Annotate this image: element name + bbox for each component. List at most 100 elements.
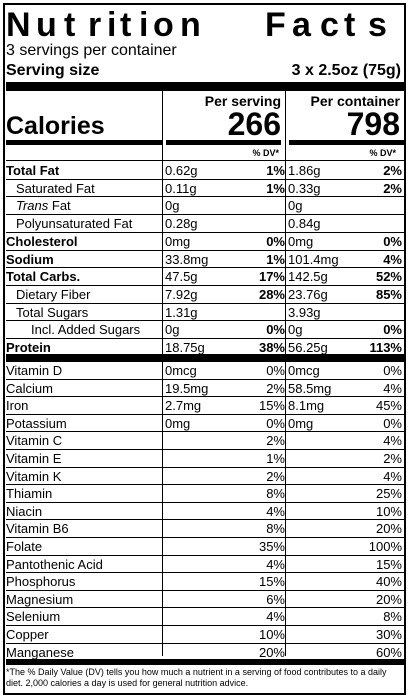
nutrient-row: Polyunsaturated Fat 0.28g 0.84g	[6, 215, 404, 233]
nutrient-row: Magnesium 6% 20%	[6, 591, 404, 609]
amount-per-container: 0mg	[288, 233, 314, 249]
nutrient-name: Selenium	[6, 608, 60, 626]
nutrient-row: Total Sugars 1.31g 3.93g	[6, 304, 404, 322]
nutrient-name: Calcium	[6, 380, 53, 398]
dv-per-container: 4%	[383, 468, 402, 484]
nutrient-name: Phosphorus	[6, 573, 75, 591]
amount-per-container: 58.5mg	[288, 380, 332, 396]
row-divider	[6, 466, 404, 468]
thick-rule-calories-left	[6, 140, 162, 145]
thick-rule-calories-right	[289, 140, 404, 145]
row-divider	[6, 484, 404, 486]
amount-per-serving: 47.5g	[165, 269, 198, 285]
per-serving-header: Per serving	[204, 93, 281, 109]
dv-per-serving: 0%	[266, 415, 285, 431]
row-divider	[6, 320, 404, 322]
amount-per-container: 0mg	[288, 415, 314, 431]
nutrient-name-text: Copper	[6, 627, 49, 642]
amount-per-serving: 0mcg	[165, 363, 197, 378]
nutrient-name: Iron	[6, 397, 28, 415]
row-divider	[6, 231, 404, 233]
dv-per-serving: 0%	[266, 233, 285, 249]
title-letter: t	[344, 6, 362, 44]
nutrient-row: Total Carbs. 47.5g 17% 142.5g 52%	[6, 268, 404, 286]
nutrient-name-text: Total Carbs.	[6, 269, 81, 285]
nutrient-name: Copper	[6, 626, 49, 644]
nutrient-name: Total Carbs.	[6, 268, 80, 286]
nutrient-name: Saturated Fat	[16, 180, 95, 198]
dv-per-serving: 4%	[266, 609, 285, 625]
row-divider	[6, 249, 404, 251]
title-letter: r	[88, 6, 108, 44]
title-letter: t	[64, 6, 82, 44]
row-divider	[6, 302, 404, 304]
dv-per-serving: 17%	[258, 269, 285, 285]
row-divider	[6, 338, 404, 339]
per-container-header: Per container	[310, 93, 400, 109]
nutrient-name-text: Polyunsaturated Fat	[16, 216, 133, 232]
row-divider	[6, 537, 404, 538]
nutrient-name-text: Cholesterol	[6, 233, 78, 249]
dv-per-container: 2%	[383, 180, 402, 196]
dv-per-container: 4%	[383, 433, 402, 449]
dv-per-serving: 4%	[266, 556, 285, 572]
nutrient-name: Vitamin D	[6, 362, 62, 380]
nutrient-name: Manganese	[6, 644, 74, 662]
row-divider	[6, 361, 404, 362]
nutrient-name: Protein	[6, 339, 51, 357]
nutrient-name-text: Vitamin B6	[6, 521, 69, 537]
dv-per-serving: 8%	[266, 486, 285, 502]
amount-per-serving: 7.92g	[165, 286, 198, 302]
nutrient-name-text: Total Fat	[6, 163, 60, 178]
nutrient-name: Vitamin B6	[6, 520, 69, 538]
dv-per-container: 20%	[375, 591, 402, 607]
thick-rule-vitamins	[6, 354, 404, 361]
nutrient-name: Folate	[6, 538, 42, 556]
nutrient-row: Calcium 19.5mg 2% 58.5mg 4%	[6, 380, 404, 398]
row-divider	[6, 178, 404, 180]
dv-per-container: 0%	[383, 415, 402, 431]
amount-per-serving: 0g	[165, 322, 180, 338]
dv-per-serving: 1%	[266, 451, 285, 466]
row-divider	[6, 607, 404, 609]
dv-per-container: 60%	[375, 644, 402, 660]
row-divider	[6, 378, 404, 380]
amount-per-serving: 0mg	[165, 415, 191, 431]
column-divider-left	[162, 91, 163, 656]
nutrient-name: Vitamin E	[6, 450, 61, 468]
amount-per-container: 0mcg	[288, 363, 320, 378]
nutrient-name-text: Phosphorus	[6, 574, 76, 590]
title-letter: u	[36, 6, 63, 44]
nutrient-row: Dietary Fiber 7.92g 28% 23.76g 85%	[6, 286, 404, 304]
nutrient-row: Vitamin B6 8% 20%	[6, 520, 404, 538]
nutrient-row: Thiamin 8% 25%	[6, 485, 404, 503]
dv-per-serving: 8%	[266, 521, 285, 537]
nutrient-name-text: Selenium	[6, 609, 61, 625]
dv-per-serving: 0%	[266, 363, 285, 378]
calories-label: Calories	[6, 112, 105, 140]
nutrient-row: Trans Fat 0g 0g	[6, 197, 404, 215]
nutrient-name-text: Trans	[16, 198, 49, 214]
amount-per-container: 56.25g	[288, 340, 328, 355]
dv-per-serving: 10%	[258, 627, 285, 642]
nutrient-name-text: Thiamin	[6, 486, 53, 502]
nutrient-name-text: Sodium	[6, 251, 54, 267]
dv-per-serving: 15%	[258, 398, 285, 414]
nutrient-name: Polyunsaturated Fat	[16, 215, 132, 233]
dv-per-container: 20%	[375, 521, 402, 537]
thick-rule-calories-mid	[166, 140, 281, 145]
title-letter: i	[139, 6, 155, 44]
nutrient-name-text: Protein	[6, 340, 51, 355]
amount-per-container: 8.1mg	[288, 398, 325, 414]
nutrient-name: Incl. Added Sugars	[31, 321, 140, 339]
dv-per-container: 30%	[375, 627, 402, 642]
row-divider	[6, 572, 404, 574]
dv-per-container: 0%	[383, 322, 402, 338]
nutrient-name: Vitamin C	[6, 432, 62, 450]
nutrient-row: Saturated Fat 0.11g 1% 0.33g 2%	[6, 180, 404, 198]
nutrient-row: Vitamin E 1% 2%	[6, 450, 404, 468]
thick-rule-top	[6, 82, 404, 91]
dv-per-container: 4%	[383, 380, 402, 396]
nutrient-row: Protein 18.75g 38% 56.25g 113%	[6, 339, 404, 357]
